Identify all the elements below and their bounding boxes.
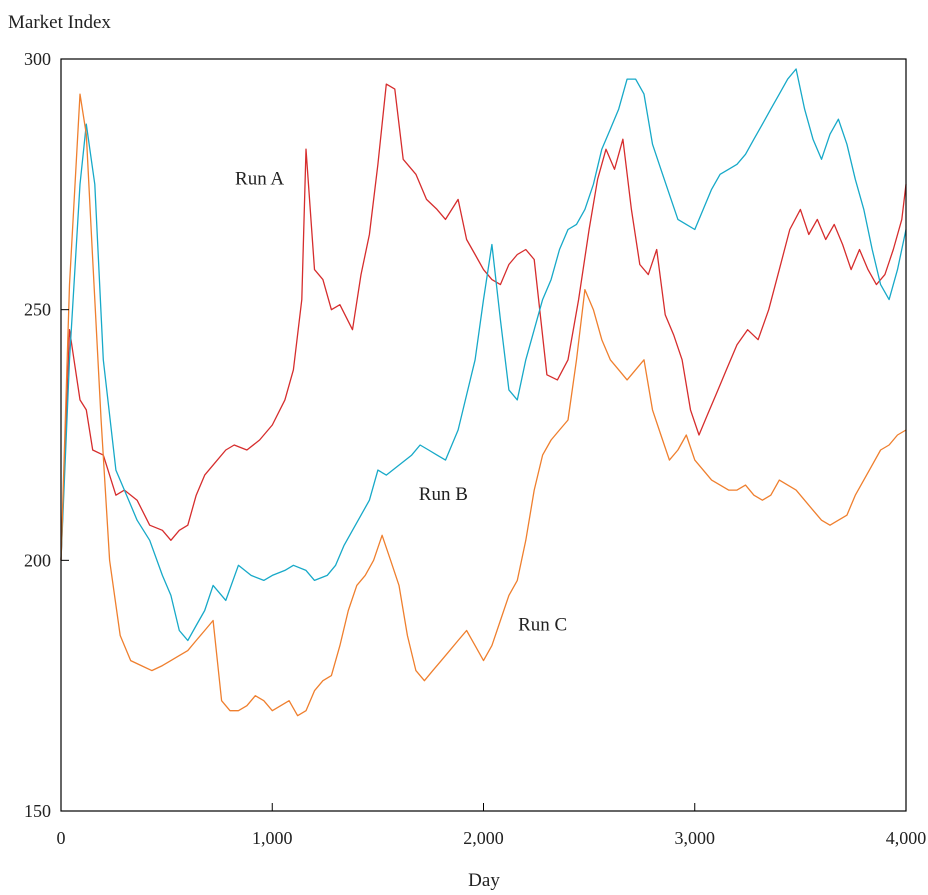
x-axis-label: Day: [468, 870, 500, 891]
y-axis-label: Market Index: [8, 12, 111, 33]
x-tick-label: 3,000: [675, 828, 716, 848]
series-label: Run A: [235, 168, 284, 189]
y-tick-label: 200: [24, 550, 51, 570]
plot-frame: [60, 58, 907, 812]
x-tick-label: 2,000: [463, 828, 504, 848]
annotation-layer: Run A Run B Run C: [235, 168, 567, 635]
series-label: Run B: [419, 484, 468, 505]
y-tick-label: 250: [24, 300, 51, 320]
x-tick-label: 4,000: [886, 828, 927, 848]
y-tick-label: 300: [24, 49, 51, 69]
x-tick-label: 1,000: [252, 828, 293, 848]
tick-layer: 0 1,000 2,000 3,000 4,000 150 200 250 300: [24, 49, 926, 848]
series-line-run-c: [60, 93, 907, 717]
x-tick-label: 0: [57, 828, 66, 848]
series-label: Run C: [518, 615, 567, 636]
series-line-run-a: [60, 83, 907, 561]
series-line-run-b: [60, 68, 907, 642]
y-tick-label: 150: [24, 801, 51, 821]
series-layer: [60, 68, 907, 717]
